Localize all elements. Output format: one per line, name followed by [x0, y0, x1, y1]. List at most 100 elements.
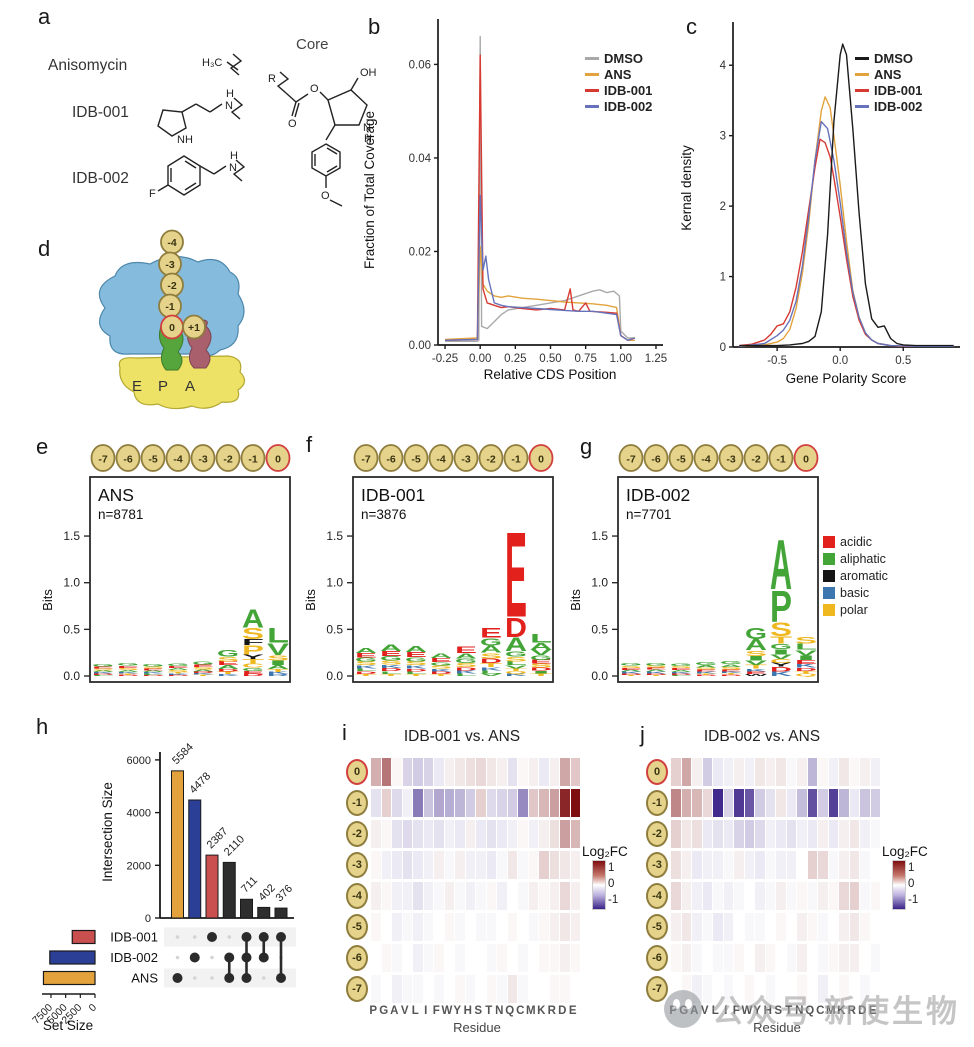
residue-label: I — [724, 1005, 728, 1017]
heatmap-title: IDB-001 vs. ANS — [403, 728, 521, 745]
svg-text:IDB-001: IDB-001 — [110, 930, 158, 945]
legend-swatch — [855, 56, 869, 61]
heatmap-cell — [839, 820, 849, 848]
heatmap-cell — [560, 944, 570, 972]
svg-text:G: G — [405, 656, 427, 663]
atom-n: N — [363, 122, 371, 134]
panel-letter-j: j — [640, 722, 645, 747]
wechat-icon — [664, 989, 702, 1028]
heatmap-cell — [765, 882, 775, 910]
heatmap-cell — [465, 758, 475, 786]
svg-text:A: A — [267, 665, 290, 670]
heatmap-cell — [371, 820, 381, 848]
heatmap-cell — [860, 789, 870, 817]
svg-text:G: G — [142, 664, 164, 668]
heatmap-cell — [818, 789, 828, 817]
svg-text:G: G — [92, 664, 114, 667]
heatmap-cell — [486, 944, 496, 972]
heatmap-cell — [723, 789, 733, 817]
svg-text:n=8781: n=8781 — [98, 507, 143, 522]
svg-text:G: G — [242, 667, 264, 672]
heatmap-cell — [455, 820, 465, 848]
heatmap-cell — [870, 758, 880, 786]
svg-text:0.25: 0.25 — [504, 353, 526, 365]
legend-item: IDB-002 — [855, 99, 922, 114]
heatmap-title: IDB-002 vs. ANS — [703, 728, 821, 745]
heatmap-cell — [734, 944, 744, 972]
heatmap-cell — [423, 913, 433, 941]
position-badge: -7 — [646, 976, 668, 1002]
heatmap-cell — [434, 975, 444, 1003]
svg-text:D: D — [505, 613, 527, 644]
legend-label: IDB-001 — [604, 83, 653, 98]
heatmap-cell — [713, 851, 723, 879]
svg-text:-7: -7 — [361, 454, 370, 466]
legend-label: IDB-001 — [874, 83, 923, 98]
heatmap-cell — [444, 882, 454, 910]
heatmap-cell — [849, 820, 859, 848]
svg-text:2000: 2000 — [127, 860, 151, 872]
panel-a-structures: Anisomycin IDB-001 IDB-002 Core H₃C NH N… — [0, 0, 377, 220]
svg-text:-1: -1 — [248, 454, 257, 466]
svg-text:K: K — [505, 673, 528, 676]
heatmap-cell — [755, 758, 765, 786]
svg-text:D: D — [645, 673, 667, 675]
svg-text:D: D — [430, 671, 452, 675]
svg-text:T: T — [430, 674, 453, 677]
aa-legend-label: acidic — [840, 535, 872, 549]
svg-text:IDB-001: IDB-001 — [361, 485, 425, 505]
svg-text:I: I — [770, 648, 792, 656]
heatmap-cell — [392, 944, 402, 972]
svg-text:6000: 6000 — [127, 755, 151, 767]
heatmap-cell — [507, 851, 517, 879]
svg-text:L: L — [142, 673, 165, 675]
svg-text:-4: -4 — [173, 454, 182, 466]
svg-text:K: K — [795, 663, 818, 668]
heatmap-cell — [507, 820, 517, 848]
svg-text:S: S — [242, 626, 264, 643]
svg-text:K: K — [745, 668, 768, 672]
heatmap-cell — [702, 789, 712, 817]
svg-text:D: D — [192, 671, 214, 673]
heatmap-cell — [476, 882, 486, 910]
heatmap-cell — [570, 975, 580, 1003]
heatmap-cell — [539, 975, 549, 1003]
heatmap-cell — [518, 820, 528, 848]
heatmap-cell — [444, 975, 454, 1003]
legend-item: DMSO — [855, 51, 922, 66]
svg-text:0.0: 0.0 — [326, 669, 343, 683]
svg-text:T: T — [192, 675, 215, 677]
svg-text:T: T — [405, 674, 428, 677]
residue-label: H — [763, 1005, 772, 1017]
heatmap-cell — [423, 882, 433, 910]
heatmap-cell — [870, 789, 880, 817]
heatmap-cell — [776, 913, 786, 941]
heatmap-cell — [828, 913, 838, 941]
heatmap-cell — [765, 789, 775, 817]
svg-text:-3: -3 — [726, 454, 735, 466]
p-site-label: P — [158, 378, 168, 395]
heatmap-cell — [476, 913, 486, 941]
heatmap-cell — [860, 913, 870, 941]
heatmap-grid — [371, 758, 580, 1003]
heatmap-cell — [807, 820, 817, 848]
heatmap-cell — [671, 944, 681, 972]
heatmap-cell — [818, 758, 828, 786]
compound-label-idb001: IDB-001 — [72, 104, 129, 121]
svg-text:T: T — [480, 663, 502, 669]
svg-text:T: T — [695, 673, 718, 675]
residue-label: E — [568, 1005, 577, 1017]
small-subunit — [118, 355, 246, 410]
svg-text:E: E — [355, 652, 377, 659]
svg-text:0.00: 0.00 — [409, 340, 431, 352]
svg-text:V: V — [480, 673, 503, 677]
heatmap-cell — [528, 820, 538, 848]
heatmap-cell — [860, 851, 870, 879]
svg-text:E: E — [480, 625, 502, 641]
heatmap-cell — [839, 851, 849, 879]
legend-label: ANS — [874, 67, 902, 82]
atom-o: O — [321, 190, 330, 202]
legend-swatch — [855, 104, 869, 109]
